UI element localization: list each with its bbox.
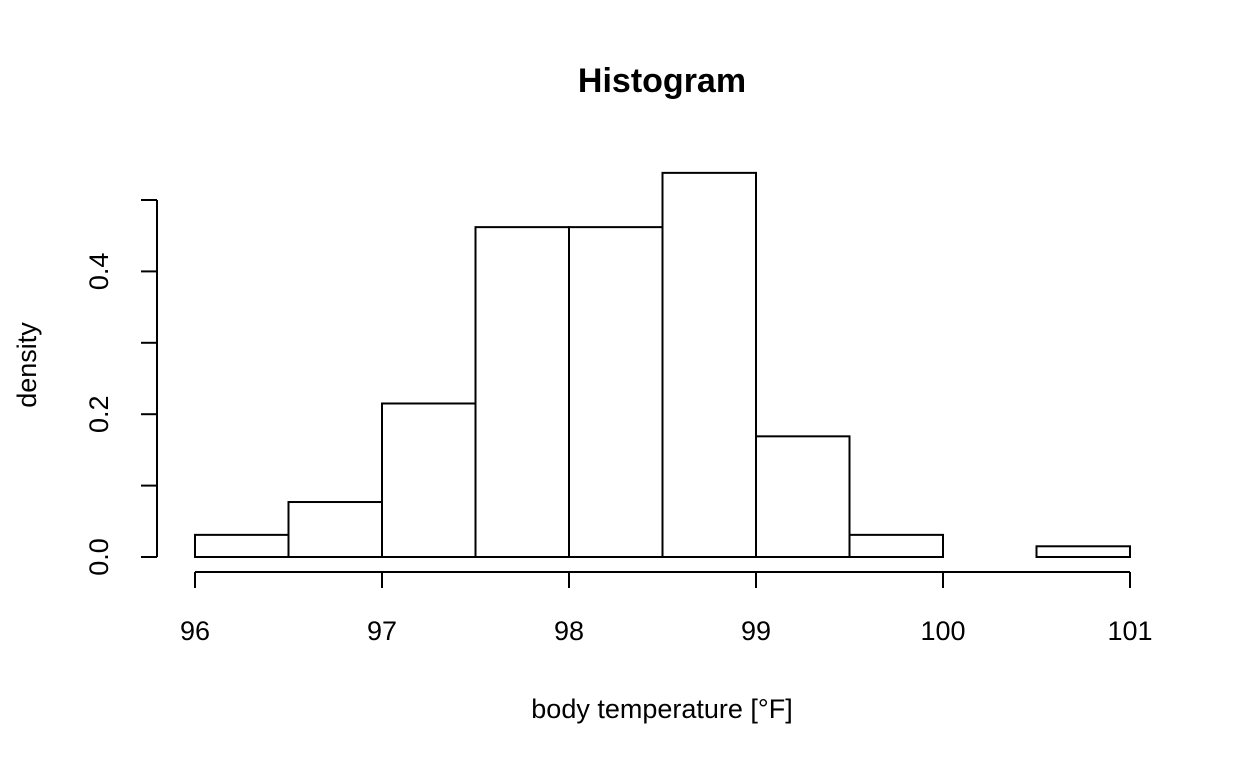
y-tick-label: 0.0 (84, 538, 114, 576)
y-axis-label: density (12, 322, 42, 408)
histogram-bar-1 (287, 501, 383, 559)
histogram-bar-3 (474, 226, 570, 559)
histogram-bar-5 (661, 171, 757, 558)
y-tick-label: 0.4 (84, 253, 114, 291)
x-tick-label: 98 (554, 616, 584, 646)
histogram-bar-6 (755, 435, 851, 559)
histogram-bars (194, 171, 1131, 559)
x-axis-label: body temperature [°F] (531, 694, 792, 724)
y-axis: 0.0 0.2 0.4 (84, 199, 158, 576)
histogram-bar-7 (848, 533, 944, 559)
histogram-bar-2 (381, 402, 477, 558)
histogram-bar-0 (194, 533, 290, 559)
histogram-bar-9 (1035, 545, 1131, 558)
y-tick-label: 0.2 (84, 395, 114, 433)
x-axis: 96 97 98 99 100 101 (180, 571, 1153, 646)
x-tick-label: 96 (180, 616, 210, 646)
chart-title: Histogram (578, 62, 746, 100)
histogram-bar-4 (568, 226, 664, 559)
x-tick-label: 100 (920, 616, 965, 646)
x-tick-label: 101 (1107, 616, 1152, 646)
x-tick-label: 97 (367, 616, 397, 646)
x-tick-label: 99 (741, 616, 771, 646)
